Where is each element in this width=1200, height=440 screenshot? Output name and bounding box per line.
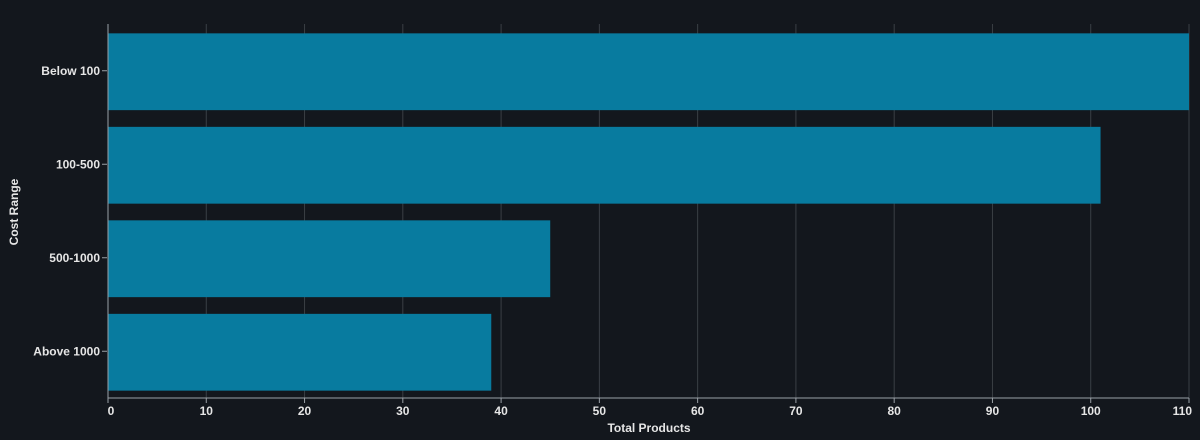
x-tick-label: 60 [691, 404, 705, 418]
bars [108, 33, 1189, 391]
x-tick-label: 30 [396, 404, 410, 418]
bar-above-1000[interactable] [108, 313, 492, 391]
y-tick-label: 500-1000 [49, 251, 100, 265]
x-tick-label: 80 [888, 404, 902, 418]
x-tick-label: 10 [200, 404, 214, 418]
x-tick-label: 0 [108, 404, 115, 418]
x-tick-label: 100 [1081, 404, 1101, 418]
y-tick-label: Above 1000 [33, 344, 100, 358]
x-tick-label: 70 [789, 404, 803, 418]
y-tick-label: Below 100 [41, 64, 100, 78]
x-tick-label: 110 [1173, 404, 1193, 418]
axes: 0 10 20 30 40 50 60 70 80 90 100 110 Below 100 100-50… [33, 24, 1192, 418]
x-tick-label: 90 [986, 404, 1000, 418]
x-tick-label: 20 [298, 404, 312, 418]
bar-500-1000[interactable] [108, 220, 551, 298]
bar-100-500[interactable] [108, 126, 1101, 204]
y-axis-title: Cost Range [7, 178, 21, 245]
x-tick-label: 40 [494, 404, 508, 418]
x-tick-label: 50 [593, 404, 607, 418]
bar-below-100[interactable] [108, 33, 1189, 111]
x-axis-title: Total Products [607, 421, 690, 435]
y-tick-label: 100-500 [56, 157, 100, 171]
